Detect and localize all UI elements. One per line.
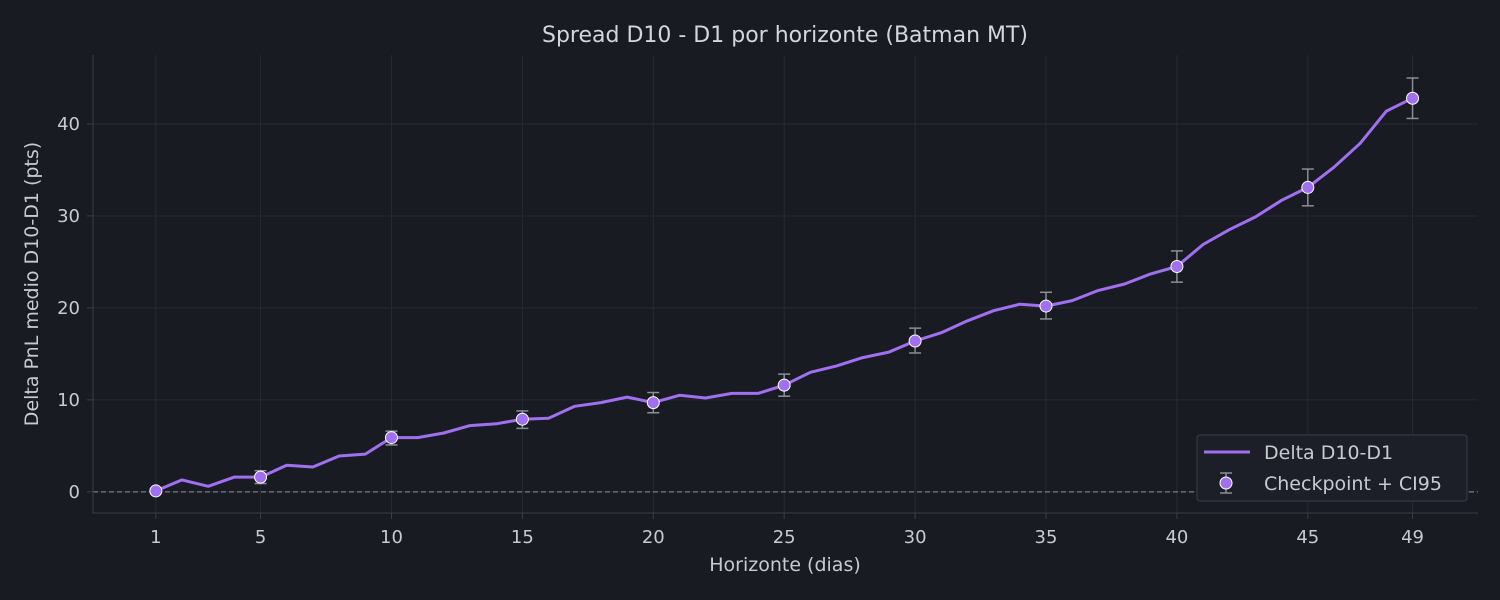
y-tick-label: 0: [69, 482, 80, 503]
x-tick-label: 30: [904, 527, 927, 548]
checkpoint-marker-layer: [149, 91, 1420, 498]
y-tick-label: 20: [57, 298, 80, 319]
legend-label-series: Delta D10-D1: [1264, 442, 1393, 464]
legend-marker-swatch: [1219, 476, 1233, 490]
chart-title: Spread D10 - D1 por horizonte (Batman MT…: [542, 23, 1028, 48]
x-tick-label: 5: [255, 527, 266, 548]
legend-box: [1196, 434, 1468, 502]
x-tick-label: 1: [150, 527, 161, 548]
x-tick-label: 45: [1296, 527, 1319, 548]
checkpoint-marker: [1406, 91, 1420, 105]
checkpoint-marker: [1170, 260, 1184, 274]
x-axis-label: Horizonte (dias): [709, 554, 861, 576]
y-tick-label: 30: [57, 206, 80, 227]
checkpoint-marker: [908, 334, 922, 348]
checkpoint-marker: [777, 378, 791, 392]
y-tick-label: 40: [57, 114, 80, 135]
x-tick-label: 20: [642, 527, 665, 548]
checkpoint-marker: [149, 484, 163, 498]
x-tick-label: 15: [511, 527, 534, 548]
legend-label-checkpoint: Checkpoint + CI95: [1264, 473, 1442, 495]
checkpoint-marker: [1039, 299, 1053, 313]
checkpoint-marker: [646, 396, 660, 410]
legend: Delta D10-D1 Checkpoint + CI95: [1196, 434, 1468, 502]
y-axis-label: Delta PnL medio D10-D1 (pts): [21, 142, 43, 426]
x-tick-label: 10: [380, 527, 403, 548]
checkpoint-marker: [254, 470, 268, 484]
x-tick-label: 35: [1035, 527, 1058, 548]
y-tick-label: 10: [57, 390, 80, 411]
checkpoint-marker: [1301, 180, 1315, 194]
checkpoint-marker: [515, 412, 529, 426]
checkpoint-marker: [384, 431, 398, 445]
x-tick-label: 40: [1165, 527, 1188, 548]
x-tick-label: 49: [1401, 527, 1424, 548]
x-tick-label: 25: [773, 527, 796, 548]
